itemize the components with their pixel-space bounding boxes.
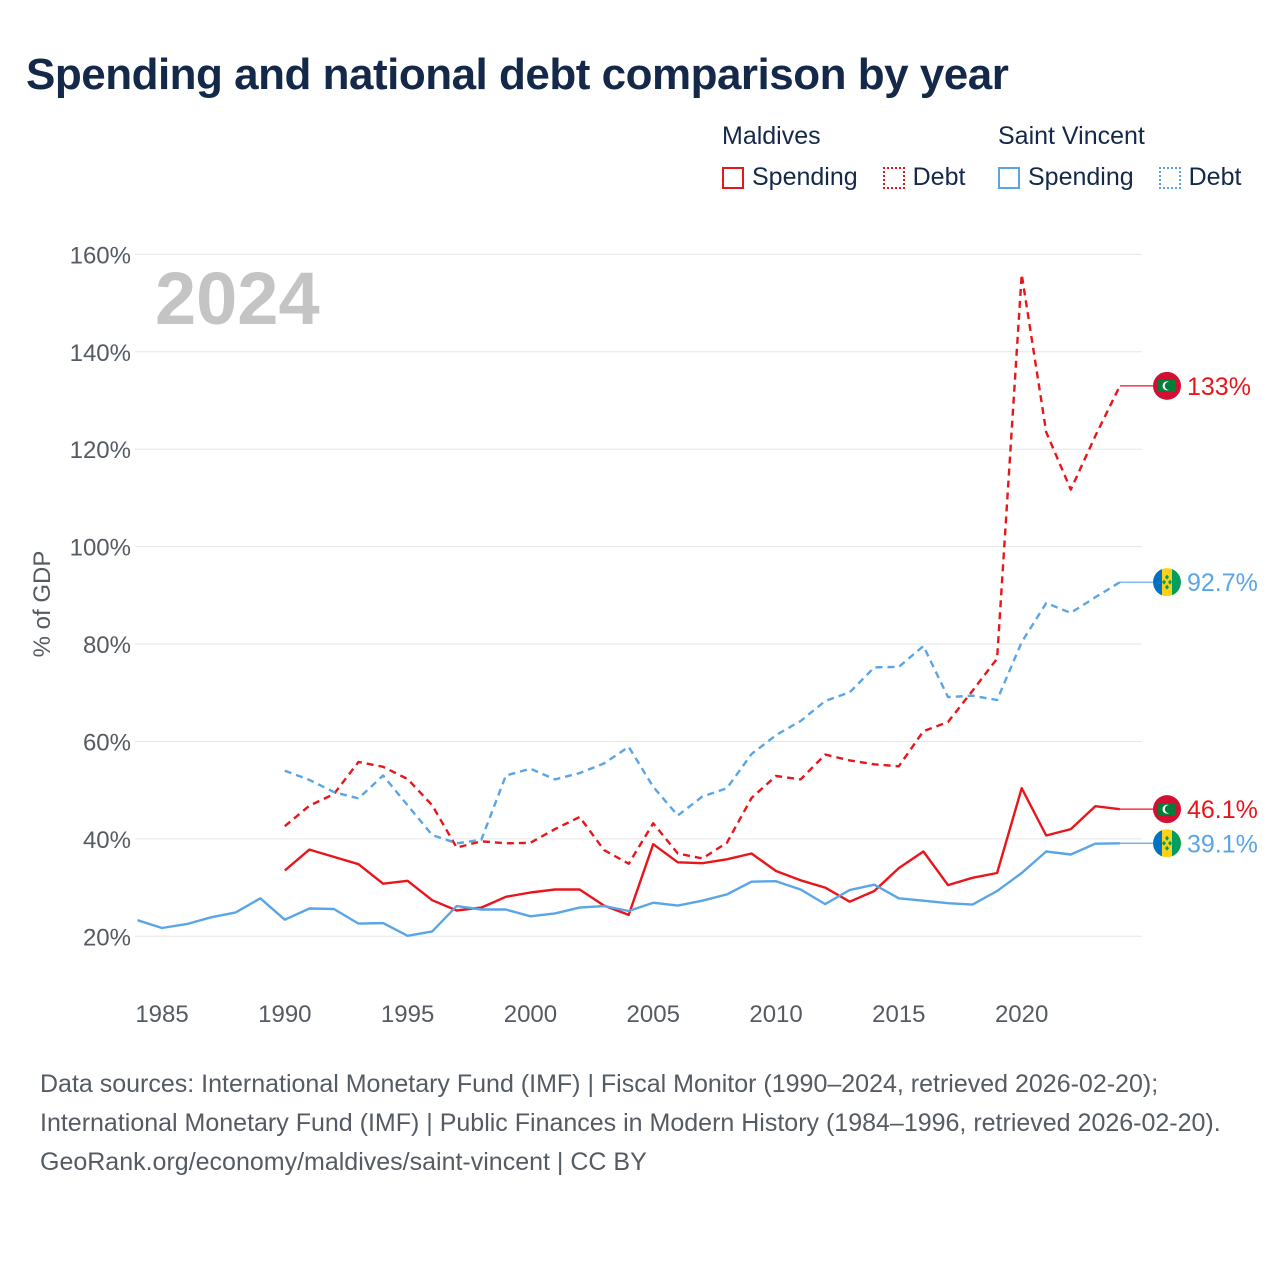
line-chart: 20% 40% 60% 80% 100% 120% 140% 160% 1985 1990 1995… [29, 242, 1258, 1028]
x-tick-label: 2005 [627, 1001, 680, 1028]
legend-item-label: Spending [752, 163, 858, 191]
data-sources-note: Data sources: International Monetary Fun… [40, 1070, 1221, 1137]
chart-title: Spending and national debt comparison by… [26, 50, 1009, 99]
y-axis-title: % of GDP [29, 551, 56, 658]
footer: Data sources: International Monetary Fun… [40, 1065, 1240, 1182]
x-tick-label: 2010 [749, 1001, 802, 1028]
y-tick-label: 100% [70, 535, 131, 562]
y-tick-label: 40% [83, 827, 131, 854]
saint-vincent-flag-diamond [1165, 584, 1169, 590]
end-value-label: 46.1% [1187, 796, 1258, 824]
series-line-maldives-spending[interactable] [284, 787, 1121, 917]
x-tick-label: 1995 [381, 1001, 434, 1028]
legend-swatch-dotted [1158, 166, 1181, 189]
series-line-saint-vincent-spending[interactable] [137, 842, 1120, 937]
saint-vincent-flag-diamond [1162, 579, 1166, 585]
saint-vincent-flag-blue [1153, 830, 1162, 857]
y-tick-label: 80% [83, 632, 131, 659]
year-watermark: 2024 [155, 257, 320, 340]
x-tick-label: 2020 [995, 1001, 1048, 1028]
legend-group-name: Saint Vincent [998, 122, 1145, 150]
legend-group-name: Maldives [722, 122, 821, 150]
x-tick-label: 1990 [258, 1001, 311, 1028]
legend-item-label: Spending [1028, 163, 1134, 191]
y-tick-label: 160% [70, 242, 131, 269]
saint-vincent-flag-green [1172, 569, 1181, 596]
saint-vincent-flag-diamond [1162, 840, 1166, 846]
legend-item-saint-vincent-spending[interactable]: Spending [998, 163, 1134, 192]
saint-vincent-flag-diamond [1165, 574, 1169, 580]
site-credit[interactable]: GeoRank.org/economy/maldives/saint-vince… [40, 1148, 647, 1176]
saint-vincent-flag-blue [1153, 569, 1162, 596]
end-value-label: 133% [1187, 373, 1251, 401]
x-tick-label: 1985 [135, 1001, 188, 1028]
x-tick-label: 2015 [872, 1001, 925, 1028]
legend-group-saint-vincent: Saint Vincent Spending Debt [998, 122, 1259, 196]
legend-swatch-solid [722, 166, 744, 189]
maldives-flag-crescent-cut [1164, 381, 1173, 390]
series-line-maldives-debt[interactable] [284, 273, 1121, 865]
x-tick-label: 2000 [504, 1001, 557, 1028]
legend-group-maldives: Maldives Spending Debt [722, 122, 983, 196]
legend-swatch-dotted [882, 166, 905, 189]
saint-vincent-flag-diamond [1168, 840, 1172, 846]
y-tick-label: 20% [83, 924, 131, 951]
saint-vincent-flag-green [1172, 830, 1181, 857]
legend-item-saint-vincent-debt[interactable]: Debt [1158, 163, 1242, 192]
legend-item-maldives-spending[interactable]: Spending [722, 163, 858, 192]
series-line-saint-vincent-debt[interactable] [284, 581, 1121, 845]
y-tick-label: 140% [70, 340, 131, 367]
legend-item-label: Debt [912, 163, 966, 191]
end-value-label: 39.1% [1187, 830, 1258, 858]
saint-vincent-flag-diamond [1165, 845, 1169, 851]
saint-vincent-flag-diamond [1165, 835, 1169, 841]
end-value-label: 92.7% [1187, 569, 1258, 597]
saint-vincent-flag-diamond [1168, 579, 1172, 585]
legend-item-maldives-debt[interactable]: Debt [882, 163, 966, 192]
y-tick-label: 120% [70, 437, 131, 464]
maldives-flag-crescent-cut [1164, 805, 1173, 814]
legend-swatch-solid [998, 166, 1020, 189]
y-tick-label: 60% [83, 729, 131, 756]
legend-item-label: Debt [1188, 163, 1242, 191]
